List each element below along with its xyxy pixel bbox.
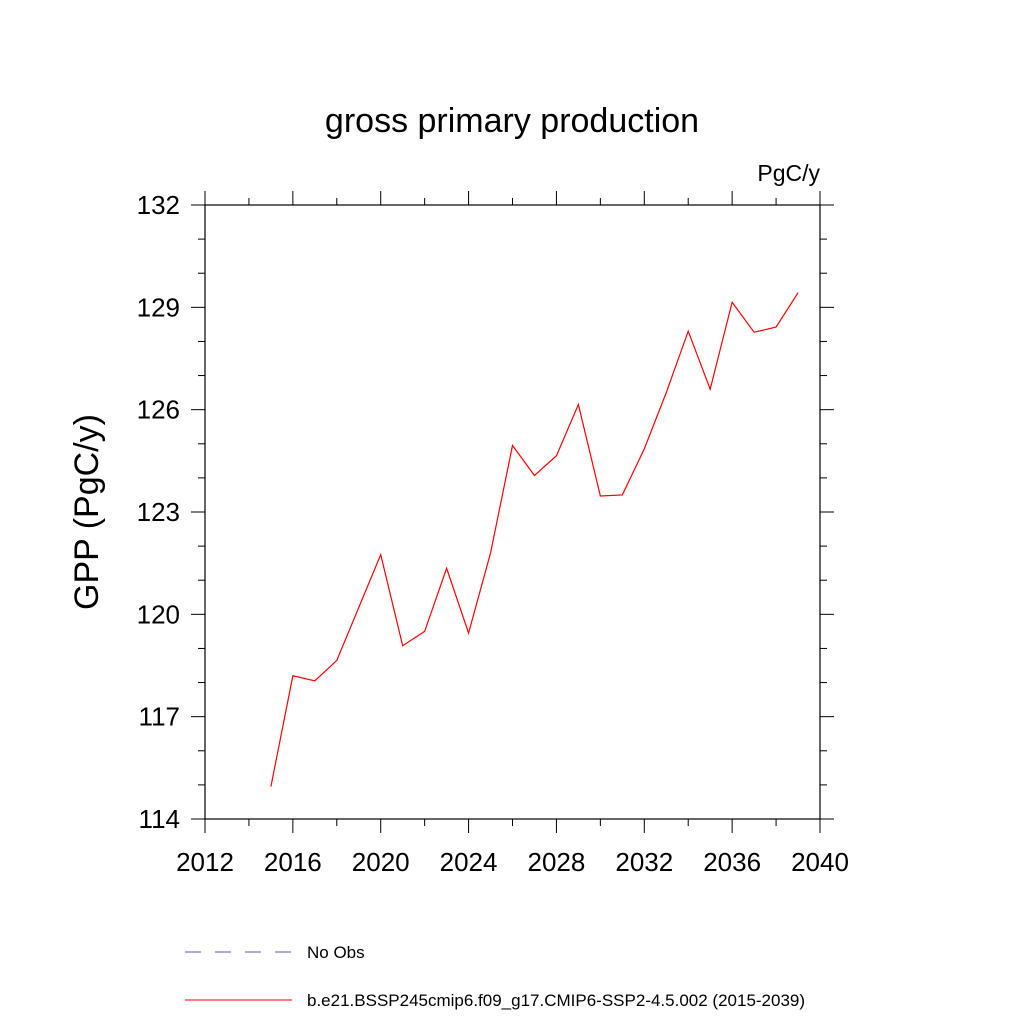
series-line-model-run — [270, 292, 799, 787]
axis-ticks — [191, 191, 834, 833]
x-tick-label: 2012 — [176, 847, 234, 877]
y-tick-label: 126 — [137, 395, 180, 425]
x-tick-label: 2032 — [615, 847, 673, 877]
x-tick-label: 2036 — [703, 847, 761, 877]
series-layer — [270, 292, 799, 787]
x-tick-label: 2020 — [352, 847, 410, 877]
y-tick-label: 120 — [137, 599, 180, 629]
plot-frame — [204, 204, 821, 820]
legend: No Obs b.e21.BSSP245cmip6.f09_g17.CMIP6-… — [185, 943, 805, 1010]
chart-title: gross primary production — [325, 102, 699, 140]
y-tick-label: 129 — [137, 292, 180, 322]
units-label: PgC/y — [757, 160, 820, 186]
legend-label-no-obs: No Obs — [307, 943, 365, 962]
y-tick-label: 132 — [137, 190, 180, 220]
y-axis-label: GPP (PgC/y) — [68, 414, 106, 610]
y-tick-label: 114 — [139, 804, 180, 834]
y-tick-label: 123 — [137, 497, 180, 527]
x-tick-label: 2024 — [440, 847, 498, 877]
x-tick-label: 2028 — [528, 847, 586, 877]
x-tick-label: 2040 — [791, 847, 849, 877]
y-tick-label: 117 — [139, 702, 180, 732]
axis-tick-labels: 2012 2016 2020 2024 2028 2032 2036 2040 114 117 12… — [137, 190, 849, 877]
x-tick-label: 2016 — [264, 847, 322, 877]
legend-label-model-run: b.e21.BSSP245cmip6.f09_g17.CMIP6-SSP2-4.… — [307, 991, 805, 1010]
